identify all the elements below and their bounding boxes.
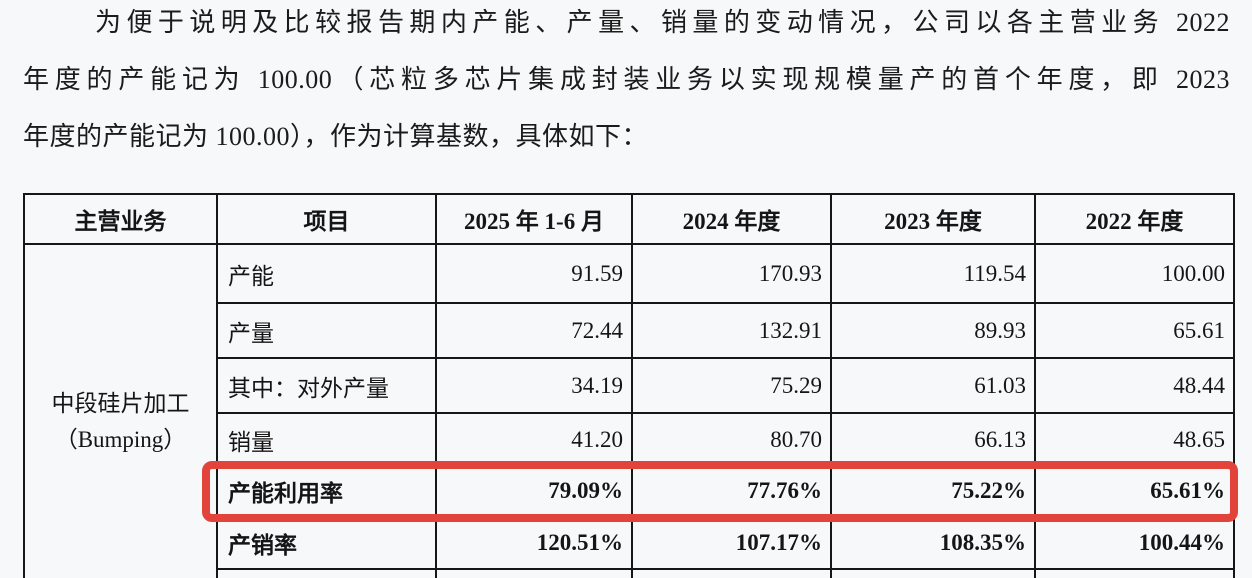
cell-value: 100.00 (1034, 243, 1235, 304)
cell-value: 65.61% (1034, 465, 1235, 517)
header-2025: 2025 年 1-6 月 (435, 193, 633, 245)
cell-value: 75.22% (830, 465, 1036, 517)
table-row-partial (24, 568, 1235, 578)
paragraph-line-3: 年度的产能记为 100.00），作为计算基数，具体如下： (23, 122, 649, 151)
row-label: 销量 (216, 412, 437, 467)
cell-value: 48.65 (1034, 412, 1235, 467)
row-label: 产能 (216, 243, 437, 304)
table-row: 中段硅片加工（Bumping） 产能 91.59 170.93 119.54 1… (23, 243, 1235, 578)
header-2023: 2023 年度 (830, 193, 1036, 245)
cell-value: 100.44% (1034, 515, 1235, 570)
table-row: 销量 41.20 80.70 66.13 48.65 (24, 412, 1235, 467)
header-item: 项目 (216, 193, 437, 245)
header-2022: 2022 年度 (1034, 193, 1235, 245)
header-2024: 2024 年度 (631, 193, 832, 245)
cell-value: 119.54 (830, 243, 1036, 304)
cell-value: 72.44 (435, 302, 633, 359)
capacity-table: 主营业务 项目 2025 年 1-6 月 2024 年度 2023 年度 202… (23, 193, 1235, 578)
cell-value: 61.03 (830, 357, 1036, 414)
table-header-row: 主营业务 项目 2025 年 1-6 月 2024 年度 2023 年度 202… (23, 193, 1235, 245)
cell-value: 80.70 (631, 412, 832, 467)
cell-value: 75.29 (631, 357, 832, 414)
row-label: 产能利用率 (216, 465, 437, 517)
row-label: 其中：对外产量 (216, 357, 437, 414)
cell-value: 66.13 (830, 412, 1036, 467)
cell-value: 170.93 (631, 243, 832, 304)
cell-value: 65.61 (1034, 302, 1235, 359)
intro-paragraph: 为便于说明及比较报告期内产能、产量、销量的变动情况，公司以各主营业务 2022 … (23, 0, 1230, 165)
cell-value: 91.59 (435, 243, 633, 304)
table-row-utilization: 产能利用率 79.09% 77.76% 75.22% 65.61% (24, 465, 1235, 517)
cell-value: 108.35% (830, 515, 1036, 570)
table-row: 其中：对外产量 34.19 75.29 61.03 48.44 (24, 357, 1235, 414)
header-business: 主营业务 (23, 193, 218, 245)
paragraph-line-1: 为便于说明及比较报告期内产能、产量、销量的变动情况，公司以各主营业务 2022 (95, 8, 1230, 37)
cell-value: 89.93 (830, 302, 1036, 359)
table-row: 产量 72.44 132.91 89.93 65.61 (24, 302, 1235, 359)
cell-value: 34.19 (435, 357, 633, 414)
cell-value: 79.09% (435, 465, 633, 517)
cell-value: 132.91 (631, 302, 832, 359)
cell-value: 120.51% (435, 515, 633, 570)
cell-value: 48.44 (1034, 357, 1235, 414)
cell-value: 77.76% (631, 465, 832, 517)
paragraph-line-2: 年度的产能记为 100.00（芯粒多芯片集成封装业务以实现规模量产的首个年度，即… (23, 65, 1230, 94)
business-cell: 中段硅片加工（Bumping） (23, 243, 218, 578)
cell-value: 107.17% (631, 515, 832, 570)
cell-value: 41.20 (435, 412, 633, 467)
row-label: 产销率 (216, 515, 437, 570)
row-label: 产量 (216, 302, 437, 359)
